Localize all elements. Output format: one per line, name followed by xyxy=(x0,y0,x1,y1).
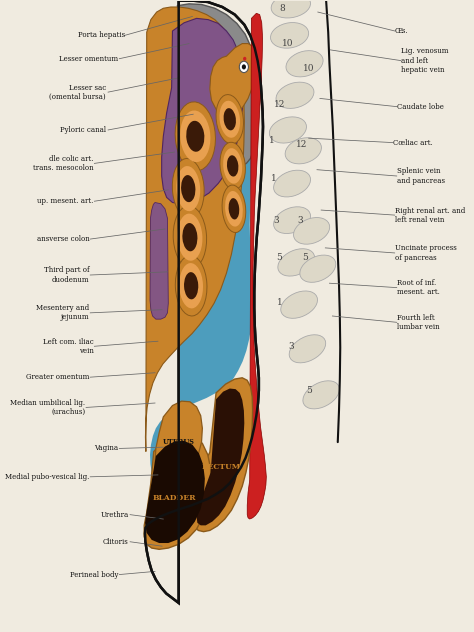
Text: Left com. iliac
vein: Left com. iliac vein xyxy=(43,337,93,355)
Text: Clitoris: Clitoris xyxy=(103,538,129,546)
Text: 3: 3 xyxy=(288,342,293,351)
Polygon shape xyxy=(210,44,255,116)
Text: Medial pubo-vesical lig.: Medial pubo-vesical lig. xyxy=(5,473,90,481)
Ellipse shape xyxy=(224,108,236,130)
Text: 1: 1 xyxy=(271,174,277,183)
Polygon shape xyxy=(146,7,244,452)
Text: Third part of
duodenum: Third part of duodenum xyxy=(44,267,90,284)
Ellipse shape xyxy=(181,175,195,202)
Ellipse shape xyxy=(286,51,323,77)
Ellipse shape xyxy=(173,206,207,269)
Text: 1: 1 xyxy=(277,298,283,307)
Ellipse shape xyxy=(227,155,238,176)
Ellipse shape xyxy=(182,223,197,252)
Text: 10: 10 xyxy=(303,64,314,73)
Polygon shape xyxy=(177,4,258,166)
Polygon shape xyxy=(155,401,202,485)
Text: Lesser sac
(omental bursa): Lesser sac (omental bursa) xyxy=(49,83,106,100)
Ellipse shape xyxy=(173,159,204,219)
Text: Lig. venosum
and left
hepatic vein: Lig. venosum and left hepatic vein xyxy=(401,47,448,74)
Ellipse shape xyxy=(269,117,307,143)
Text: 12: 12 xyxy=(274,100,285,109)
Text: Œs.: Œs. xyxy=(395,27,408,35)
Ellipse shape xyxy=(184,272,198,300)
Ellipse shape xyxy=(276,82,314,109)
Text: Vagina: Vagina xyxy=(94,444,118,453)
Text: 3: 3 xyxy=(298,216,303,224)
Ellipse shape xyxy=(186,121,204,152)
Text: BLADDER: BLADDER xyxy=(153,494,196,502)
Text: Urethra: Urethra xyxy=(100,511,129,519)
Polygon shape xyxy=(247,13,266,519)
Polygon shape xyxy=(150,6,253,500)
Text: Cœliac art.: Cœliac art. xyxy=(392,138,432,147)
Text: 5: 5 xyxy=(306,386,311,395)
Text: Fourth left
lumbar vein: Fourth left lumbar vein xyxy=(397,313,439,331)
Text: Splenic vein
and pancreas: Splenic vein and pancreas xyxy=(397,167,445,185)
Ellipse shape xyxy=(239,61,248,73)
Text: 5: 5 xyxy=(277,253,283,262)
Polygon shape xyxy=(243,1,343,619)
Ellipse shape xyxy=(242,64,246,70)
Text: 5: 5 xyxy=(302,253,308,262)
Ellipse shape xyxy=(243,57,246,61)
Ellipse shape xyxy=(176,166,200,211)
Text: Mesentery and
jejunum: Mesentery and jejunum xyxy=(36,304,90,322)
Text: Pyloric canal: Pyloric canal xyxy=(60,126,106,134)
Text: 3: 3 xyxy=(273,216,279,224)
Text: Uncinate process
of pancreas: Uncinate process of pancreas xyxy=(395,245,456,262)
Polygon shape xyxy=(191,378,253,532)
Text: UTERUS: UTERUS xyxy=(163,438,195,446)
Ellipse shape xyxy=(278,249,315,276)
Polygon shape xyxy=(197,389,244,525)
Text: up. mesent. art.: up. mesent. art. xyxy=(37,197,93,205)
Ellipse shape xyxy=(175,255,207,316)
Text: 8: 8 xyxy=(280,4,285,13)
Text: Perineal body: Perineal body xyxy=(70,571,118,578)
Ellipse shape xyxy=(300,255,336,283)
Ellipse shape xyxy=(303,381,339,409)
Polygon shape xyxy=(145,1,263,603)
Polygon shape xyxy=(162,18,243,204)
Ellipse shape xyxy=(216,95,244,144)
Text: Root of inf.
mesent. art.: Root of inf. mesent. art. xyxy=(397,279,439,296)
Text: Porta hepatis: Porta hepatis xyxy=(78,32,125,39)
Ellipse shape xyxy=(220,142,246,190)
Ellipse shape xyxy=(273,207,310,233)
Ellipse shape xyxy=(223,148,242,184)
Text: Greater omentum: Greater omentum xyxy=(26,373,90,381)
Text: 12: 12 xyxy=(295,140,307,149)
Text: Caudate lobe: Caudate lobe xyxy=(397,102,444,111)
Polygon shape xyxy=(144,433,210,549)
Ellipse shape xyxy=(273,170,310,197)
Polygon shape xyxy=(145,441,205,543)
Ellipse shape xyxy=(228,198,239,219)
Ellipse shape xyxy=(177,214,202,261)
Polygon shape xyxy=(150,202,168,319)
Ellipse shape xyxy=(293,217,329,244)
Ellipse shape xyxy=(271,23,309,48)
Ellipse shape xyxy=(225,191,243,227)
Ellipse shape xyxy=(219,100,240,138)
Text: dle colic art.
trans. mesocolon: dle colic art. trans. mesocolon xyxy=(33,155,93,172)
Text: ansverse colon: ansverse colon xyxy=(36,235,90,243)
Text: Right renal art. and
left renal vein: Right renal art. and left renal vein xyxy=(395,207,465,224)
Text: RECTUM: RECTUM xyxy=(202,463,241,471)
Text: 10: 10 xyxy=(282,39,294,48)
Ellipse shape xyxy=(180,111,210,162)
Ellipse shape xyxy=(271,0,310,18)
Text: 1: 1 xyxy=(269,136,275,145)
Ellipse shape xyxy=(289,335,326,363)
Ellipse shape xyxy=(175,102,216,171)
Ellipse shape xyxy=(222,185,246,233)
Text: Median umbilical lig.
(urachus): Median umbilical lig. (urachus) xyxy=(10,399,85,416)
Text: Lesser omentum: Lesser omentum xyxy=(59,55,118,63)
Ellipse shape xyxy=(179,263,203,308)
Ellipse shape xyxy=(281,291,318,319)
Ellipse shape xyxy=(285,138,321,164)
